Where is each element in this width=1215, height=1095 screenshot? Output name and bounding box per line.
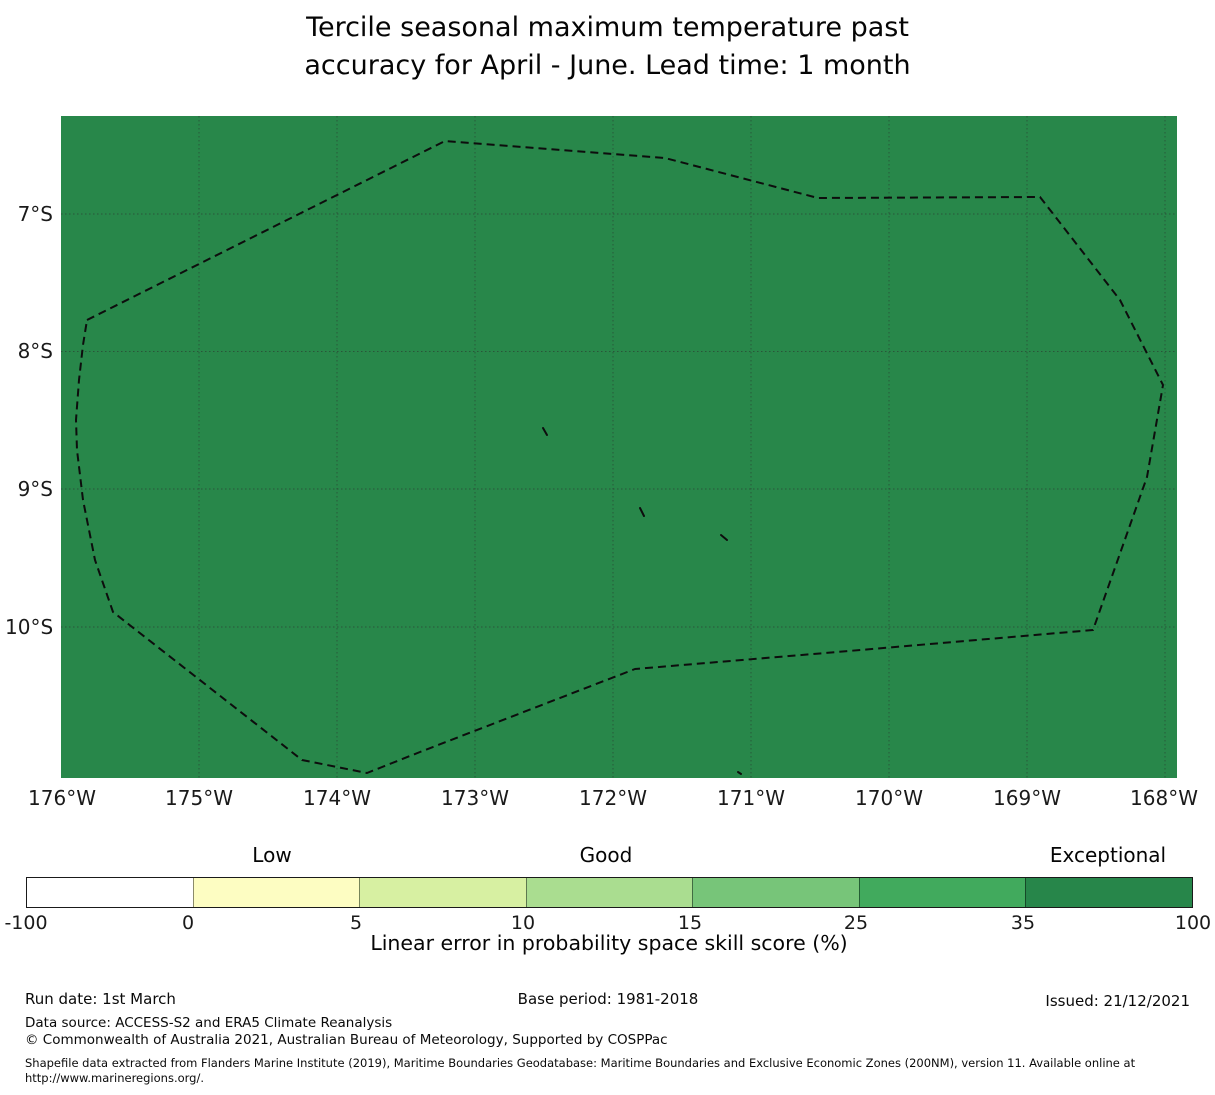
x-tick-label: 173°W bbox=[441, 786, 509, 810]
page-title: Tercile seasonal maximum temperature pas… bbox=[0, 9, 1215, 85]
colorbar-tick-label: 0 bbox=[181, 912, 195, 934]
issued-date-text: Issued: 21/12/2021 bbox=[1045, 992, 1190, 1010]
colorbar-segment bbox=[27, 878, 193, 907]
map-canvas bbox=[61, 116, 1177, 778]
island-mark bbox=[542, 427, 548, 436]
colorbar-segment bbox=[359, 878, 526, 907]
page-title-line-2: accuracy for April - June. Lead time: 1 … bbox=[304, 50, 911, 81]
colorbar-tick-label: -100 bbox=[4, 912, 48, 934]
colorbar-segment bbox=[692, 878, 859, 907]
island-marks bbox=[542, 427, 742, 775]
colorbar-tick-label: 35 bbox=[1010, 912, 1036, 934]
run-date-text: Run date: 1st March bbox=[25, 990, 176, 1008]
colorbar-category-exceptional: Exceptional bbox=[1049, 843, 1167, 867]
colorbar-tick-label: 100 bbox=[1174, 912, 1212, 934]
eez-boundary bbox=[75, 140, 1164, 774]
colorbar-segment bbox=[192, 878, 360, 907]
colorbar-tick-label: 15 bbox=[677, 912, 703, 934]
colorbar-segment bbox=[858, 878, 1026, 907]
colorbar-category-good: Good bbox=[579, 843, 633, 867]
colorbar-category-low: Low bbox=[252, 843, 292, 867]
x-tick-label: 176°W bbox=[28, 786, 96, 810]
island-mark bbox=[737, 771, 742, 775]
island-mark bbox=[720, 534, 728, 541]
colorbar bbox=[26, 877, 1193, 908]
y-tick-label: 10°S bbox=[5, 615, 54, 639]
x-tick-label: 169°W bbox=[993, 786, 1061, 810]
colorbar-tick-label: 10 bbox=[510, 912, 536, 934]
y-tick-label: 7°S bbox=[17, 202, 53, 226]
grid-lines bbox=[61, 116, 1177, 778]
shapefile-credit-line-2: http://www.marineregions.org/. bbox=[25, 1071, 204, 1085]
x-tick-label: 171°W bbox=[717, 786, 785, 810]
shapefile-credit-line-1: Shapefile data extracted from Flanders M… bbox=[25, 1056, 1136, 1070]
colorbar-segment bbox=[1025, 878, 1193, 907]
y-tick-label: 9°S bbox=[17, 477, 53, 501]
island-mark bbox=[639, 507, 645, 517]
x-tick-label: 174°W bbox=[303, 786, 371, 810]
map-area bbox=[61, 116, 1177, 778]
x-tick-label: 168°W bbox=[1130, 786, 1198, 810]
page-title-line-1: Tercile seasonal maximum temperature pas… bbox=[306, 12, 909, 43]
colorbar-segment bbox=[525, 878, 693, 907]
x-tick-label: 170°W bbox=[855, 786, 923, 810]
colorbar-tick-label: 25 bbox=[843, 912, 869, 934]
x-tick-label: 172°W bbox=[579, 786, 647, 810]
x-tick-label: 175°W bbox=[165, 786, 233, 810]
base-period-text: Base period: 1981-2018 bbox=[517, 990, 699, 1008]
colorbar-caption: Linear error in probability space skill … bbox=[370, 931, 848, 955]
colorbar-tick-label: 5 bbox=[349, 912, 363, 934]
y-tick-label: 8°S bbox=[17, 339, 53, 363]
copyright-text: © Commonwealth of Australia 2021, Austra… bbox=[25, 1032, 668, 1048]
data-source-text: Data source: ACCESS-S2 and ERA5 Climate … bbox=[25, 1015, 393, 1031]
